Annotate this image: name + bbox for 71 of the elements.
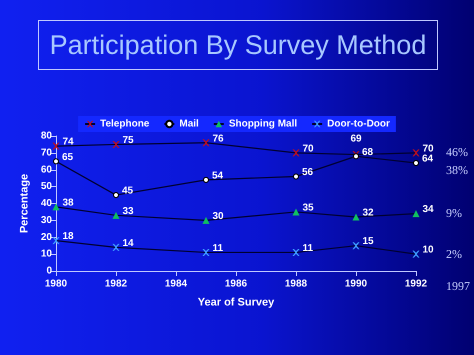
- text: 46%: [446, 145, 469, 160]
- legend-label: Shopping Mall: [228, 118, 298, 130]
- data-label: 76: [212, 133, 224, 144]
- data-label: 35: [302, 202, 314, 214]
- text: 1997: [446, 279, 471, 294]
- legend-label: Telephone: [100, 118, 150, 130]
- data-label: 70: [302, 143, 314, 154]
- y-axis-title: Percentage: [18, 174, 30, 234]
- point: [52, 203, 60, 210]
- data-label: 14: [122, 238, 134, 249]
- x-tick-label: 1988: [284, 278, 308, 290]
- point: [202, 139, 210, 146]
- point: [292, 208, 300, 216]
- point: [412, 250, 420, 258]
- data-label: 74: [62, 136, 74, 148]
- data-label: 11: [302, 242, 314, 254]
- point: [52, 237, 60, 244]
- y-tick-label: 20: [40, 232, 52, 243]
- point: [53, 158, 59, 164]
- point: [112, 244, 120, 251]
- chart-title: Participation By Survey Method: [38, 20, 438, 70]
- data-label: 32: [362, 208, 374, 218]
- y-tick-label: 10: [40, 248, 52, 260]
- point: [352, 242, 360, 250]
- point: [412, 149, 420, 156]
- data-label: 34: [422, 204, 434, 216]
- x-tick-label: 1990: [344, 278, 368, 290]
- point: [352, 214, 360, 220]
- point: [412, 210, 420, 218]
- text: 2%: [446, 247, 463, 262]
- x-axis-title: Year of Survey: [198, 296, 276, 308]
- legend-label: Mail: [179, 118, 200, 130]
- point: [292, 248, 300, 256]
- data-label: 64: [422, 154, 434, 164]
- point: [112, 212, 120, 219]
- y-tick-label: 0: [46, 266, 52, 276]
- data-label: 69: [350, 134, 362, 145]
- x-tick-label: 1986: [224, 278, 248, 290]
- point: [202, 216, 210, 224]
- point: [113, 192, 119, 198]
- point: [112, 140, 120, 148]
- legend-label: Door-to-Door: [327, 118, 390, 130]
- y-tick-label: 50: [40, 181, 52, 192]
- data-label: 70: [422, 143, 434, 154]
- y-tick-label: 80: [40, 130, 52, 142]
- text: 38%: [446, 163, 469, 178]
- data-label: 11: [212, 242, 224, 254]
- x-tick-label: 1982: [104, 278, 128, 290]
- data-label: 65: [62, 152, 74, 163]
- point: [202, 248, 210, 256]
- data-label: 18: [62, 231, 74, 242]
- data-label: 54: [212, 170, 224, 182]
- point: [52, 142, 60, 150]
- x-tick-label: 1980: [44, 278, 68, 290]
- data-label: 10: [422, 244, 434, 256]
- point: [413, 160, 419, 166]
- point: [292, 149, 300, 156]
- data-label: 38: [62, 197, 74, 208]
- text: 9%: [446, 206, 463, 221]
- point: [293, 174, 299, 180]
- y-tick-label: 70: [40, 147, 52, 158]
- data-label: 33: [122, 206, 134, 217]
- point: [203, 176, 209, 183]
- x-tick-label: 1992: [404, 278, 428, 290]
- data-label: 68: [362, 146, 374, 158]
- data-label: 15: [362, 236, 374, 248]
- y-tick-label: 60: [40, 164, 52, 176]
- data-label: 75: [122, 134, 134, 146]
- y-tick-label: 40: [40, 198, 52, 209]
- x-tick-label: 1984: [164, 278, 188, 290]
- y-tick-label: 30: [40, 214, 52, 226]
